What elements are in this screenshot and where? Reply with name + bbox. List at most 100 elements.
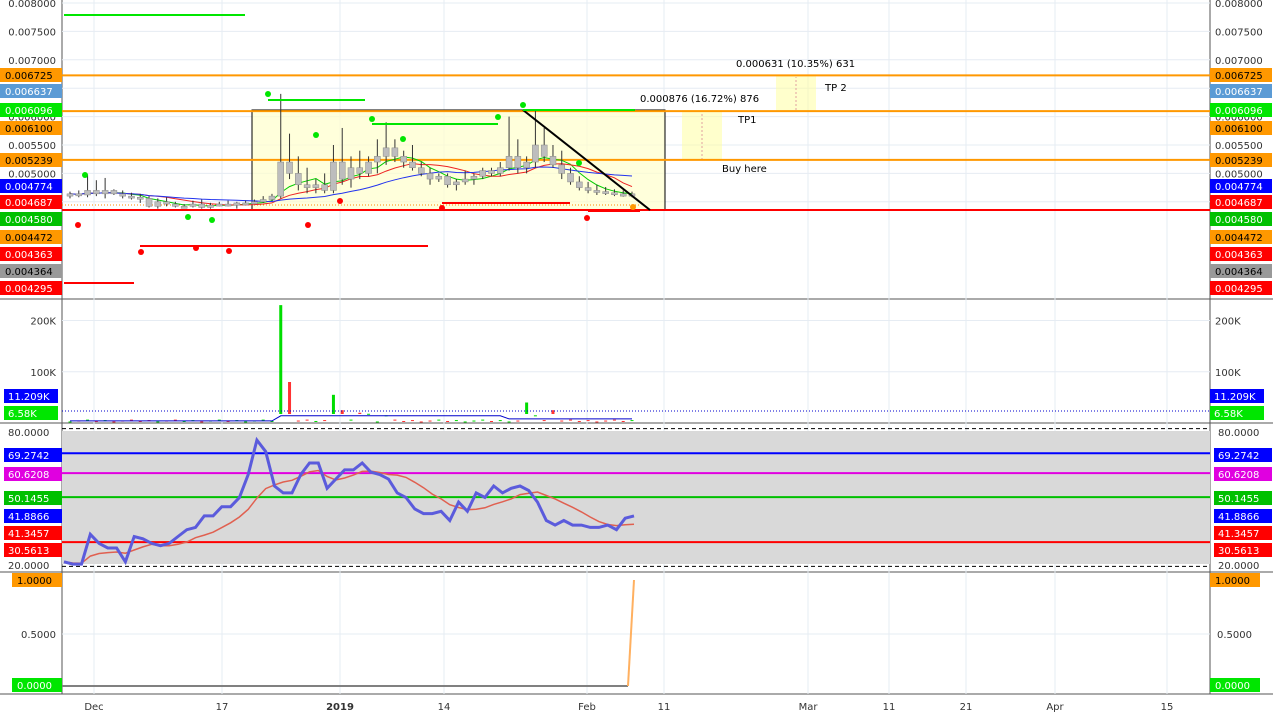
price-level-label: 0.004774	[5, 182, 53, 193]
candle-body	[532, 144, 539, 163]
right-price-axis[interactable]: 0.0080000.0075000.0070000.0065000.006000…	[1210, 0, 1272, 692]
moving-average-line	[69, 166, 633, 203]
candle-body	[321, 184, 328, 191]
volume-bar	[569, 419, 573, 421]
pivot-low-dot	[193, 245, 199, 251]
candle-body	[198, 203, 205, 208]
volume-bar	[340, 410, 344, 414]
price-level-badge	[0, 153, 62, 167]
volume-bar	[244, 421, 248, 423]
volume-bar	[586, 420, 590, 422]
price-level-label: 0.004774	[1215, 182, 1263, 193]
time-tick-label: Feb	[578, 702, 596, 713]
price-level-badge	[1210, 179, 1272, 193]
rsi-level-badge	[4, 491, 62, 505]
volume-level-label: 6.58K	[1214, 409, 1243, 420]
price-level-badge	[0, 230, 62, 244]
pivot-dots	[75, 91, 636, 255]
pivot-high-dot	[400, 136, 406, 142]
pivot-high-dot	[495, 114, 501, 120]
rsi-level-label: 50.1455	[8, 494, 49, 505]
support-resistance-segments	[64, 14, 651, 284]
pivot-high-dot	[520, 102, 526, 108]
rsi-line	[63, 436, 635, 566]
pivot-low-dot	[226, 248, 232, 254]
candle-body	[277, 161, 284, 197]
signal-spike	[627, 579, 635, 687]
price-level-label: 0.004364	[5, 267, 53, 278]
signal-level-badge	[12, 678, 62, 692]
price-level-badge	[1210, 84, 1272, 98]
annotation-tp1: TP1	[737, 115, 757, 126]
time-tick-label: 2019	[326, 702, 354, 713]
signal-pane[interactable]	[62, 579, 635, 687]
candle-body	[75, 193, 83, 197]
volume-bar	[288, 382, 292, 414]
signal-level-label: 0.0000	[17, 681, 52, 692]
volume-bar	[331, 394, 335, 414]
volume-bar	[68, 421, 72, 423]
price-level-badge	[0, 68, 62, 82]
annotation-buy-here: Buy here	[722, 164, 767, 175]
pivot-low-dot	[439, 205, 445, 211]
pivot-high-dot	[209, 217, 215, 223]
rsi-level-label: 41.8866	[1218, 512, 1259, 523]
volume-bar	[612, 419, 616, 421]
rsi-pane[interactable]	[62, 428, 1210, 567]
volume-bar	[226, 421, 230, 423]
rsi-level-label: 80.0000	[1218, 428, 1259, 439]
candle-body	[602, 191, 609, 194]
candle-body	[435, 175, 443, 180]
volume-bar	[305, 419, 309, 421]
candle-body	[216, 203, 223, 207]
price-tick-label: 0.007500	[1215, 27, 1263, 38]
volume-bar	[261, 419, 265, 421]
price-tick-label: 0.005000	[8, 169, 56, 180]
rsi-level-label: 30.5613	[8, 546, 49, 557]
price-level-label: 0.004472	[5, 233, 53, 244]
price-level-label: 0.004687	[5, 198, 53, 209]
rsi-level-label: 41.3457	[1218, 529, 1259, 540]
volume-bar	[621, 421, 625, 423]
candle-body	[101, 190, 109, 195]
price-tick-label: 0.006000	[1215, 113, 1263, 124]
candle-body	[268, 195, 276, 200]
candle-body	[611, 192, 618, 195]
volume-level-badge	[1210, 389, 1264, 403]
price-pane[interactable]: 0.000631 (10.35%) 631 TP 2 0.000876 (16.…	[62, 14, 1210, 284]
price-tick-label: 0.007500	[8, 27, 56, 38]
price-level-label: 0.006725	[1215, 71, 1263, 82]
volume-bar	[419, 421, 423, 423]
price-level-badge	[1210, 212, 1272, 226]
price-level-badge	[1210, 153, 1272, 167]
time-tick-label: 15	[1161, 702, 1174, 713]
price-level-badge	[1210, 121, 1272, 135]
rsi-level-label: 69.2742	[8, 451, 49, 462]
candle-body	[180, 206, 188, 209]
candle-body	[619, 193, 627, 197]
candle-body	[356, 167, 364, 174]
rsi-level-badge	[4, 467, 62, 481]
candle-body	[303, 184, 311, 188]
rsi-level-badge	[4, 543, 62, 557]
pivot-low-dot	[630, 204, 636, 210]
candle-body	[338, 161, 346, 180]
candle-body	[523, 161, 530, 168]
time-axis[interactable]: Dec 17 2019 14 Feb 11 Mar 11 21 Apr 15	[84, 702, 1173, 713]
pivot-low-dot	[75, 222, 81, 228]
price-level-label: 0.006096	[1215, 106, 1263, 117]
price-tick-label: 0.006000	[8, 113, 56, 124]
candle-body	[207, 204, 214, 208]
price-level-label: 0.004295	[5, 284, 53, 295]
volume-bar	[498, 420, 502, 422]
rsi-level-lines	[62, 428, 1210, 567]
left-price-axis[interactable]: 0.0080000.0075000.0070000.0065000.006000…	[0, 0, 62, 692]
rsi-level-label: 41.3457	[8, 529, 49, 540]
candle-body	[312, 184, 320, 188]
volume-bar	[410, 420, 414, 422]
pivot-high-dot	[576, 160, 582, 166]
rsi-level-badge	[1214, 526, 1272, 540]
grid	[62, 0, 1210, 694]
volume-pane[interactable]	[62, 305, 1210, 423]
